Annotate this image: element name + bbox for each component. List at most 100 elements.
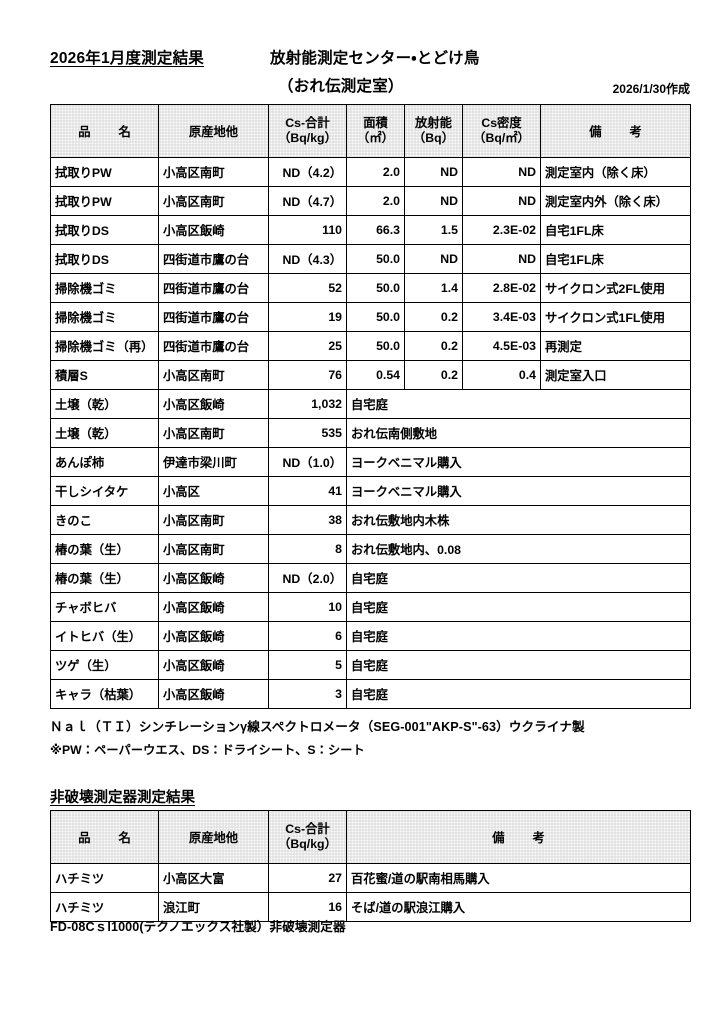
- cell-cs-total: 110: [268, 215, 347, 245]
- cell-remarks: 百花蜜/道の駅南相馬購入: [346, 863, 691, 893]
- cell-cs-density: ND: [462, 186, 541, 216]
- cell-origin: 浪江町: [158, 892, 269, 922]
- column-header-radioactivity-line2: （Bq）: [413, 131, 454, 145]
- cell-origin: 小高区飯崎: [158, 592, 269, 622]
- column-header-item: 品名: [50, 104, 159, 158]
- cell-cs-total: 38: [268, 505, 347, 535]
- cell-item: 拭取りPW: [50, 186, 159, 216]
- cell-cs-total: 41: [268, 476, 347, 506]
- cell-item: 拭取りPW: [50, 157, 159, 187]
- cell-item: チャボヒバ: [50, 592, 159, 622]
- table-header-row: 品名 原産地他 Cs-合計 （Bq/kg） 面積 （㎡） 放射能 （Bq） Cs…: [50, 104, 691, 158]
- column-header-remarks: 備考: [540, 104, 691, 158]
- column-header-cs-density-line2: （Bq/㎡）: [473, 131, 530, 145]
- cell-origin: 伊達市梁川町: [158, 447, 269, 477]
- cell-cs-density: 4.5E-03: [462, 331, 541, 361]
- column-header-cs-total-line2: （Bq/kg）: [278, 131, 337, 145]
- cell-origin: 小高区南町: [158, 360, 269, 390]
- cell-item: 掃除機ゴミ（再）: [50, 331, 159, 361]
- instrument-note: Ｎａｌ（ＴＩ）シンチレーションγ線スペクトロメータ（SEG-001"AKP-S"…: [50, 720, 585, 734]
- cell-cs-total: 52: [268, 273, 347, 303]
- table-header-row: 品名 原産地他 Cs-合計 （Bq/kg） 備考: [50, 810, 691, 864]
- table-row: 掃除機ゴミ（再） 四街道市鷹の台 25 50.0 0.2 4.5E-03 再測定: [50, 331, 691, 361]
- cell-origin: 小高区: [158, 476, 269, 506]
- nondestructive-instrument-note: FD-08Cｓl1000(テクノエックス社製）非破壊測定器: [50, 920, 346, 934]
- column-header-radioactivity: 放射能 （Bq）: [404, 104, 463, 158]
- cell-origin: 小高区大富: [158, 863, 269, 893]
- cell-cs-total: 1,032: [268, 389, 347, 419]
- cell-item: 椿の葉（生）: [50, 534, 159, 564]
- cell-cs-density: ND: [462, 157, 541, 187]
- table-row: 掃除機ゴミ 四街道市鷹の台 52 50.0 1.4 2.8E-02 サイクロン式2FL使用: [50, 273, 691, 303]
- cell-radioactivity: ND: [404, 157, 463, 187]
- table-row: 拭取りDS 四街道市鷹の台 ND（4.3） 50.0 ND ND 自宅1FL床: [50, 244, 691, 274]
- cell-area: 66.3: [346, 215, 405, 245]
- column-header-origin: 原産地他: [158, 104, 269, 158]
- column-header-cs-density: Cs密度 （Bq/㎡）: [462, 104, 541, 158]
- table-row: きのこ 小高区南町 38 おれ伝敷地内木株: [50, 505, 691, 535]
- table-row: チャボヒバ 小高区飯崎 10 自宅庭: [50, 592, 691, 622]
- cell-remarks: 測定室入口: [540, 360, 691, 390]
- cell-remarks: おれ伝南側敷地: [346, 418, 691, 448]
- cell-area: 0.54: [346, 360, 405, 390]
- table-row: ハチミツ 小高区大富 27 百花蜜/道の駅南相馬購入: [50, 863, 691, 893]
- table-row: あんぽ柿 伊達市梁川町 ND（1.0） ヨークベニマル購入: [50, 447, 691, 477]
- cell-item: 掃除機ゴミ: [50, 302, 159, 332]
- cell-origin: 四街道市鷹の台: [158, 302, 269, 332]
- table-row: ハチミツ 浪江町 16 そば/道の駅浪江購入: [50, 892, 691, 922]
- cell-cs-total: 10: [268, 592, 347, 622]
- table-row: 拭取りPW 小高区南町 ND（4.2） 2.0 ND ND 測定室内（除く床）: [50, 157, 691, 187]
- cell-origin: 小高区南町: [158, 534, 269, 564]
- table-body: ハチミツ 小高区大富 27 百花蜜/道の駅南相馬購入 ハチミツ 浪江町 16 そば/道の駅浪江…: [50, 863, 691, 922]
- column-header-cs-total-line1: Cs-合計: [285, 115, 330, 130]
- cell-remarks: 自宅1FL床: [540, 215, 691, 245]
- cell-item: 積層S: [50, 360, 159, 390]
- cell-cs-total: ND（4.2）: [268, 157, 347, 187]
- section-title-nondestructive: 非破壊測定器測定結果: [50, 790, 195, 806]
- cell-cs-total: 6: [268, 621, 347, 651]
- organization-subtitle: （おれ伝測定室）: [278, 78, 404, 95]
- cell-cs-total: 3: [268, 679, 347, 709]
- cell-item: 椿の葉（生）: [50, 563, 159, 593]
- cell-item: 土壌（乾）: [50, 389, 159, 419]
- cell-area: 50.0: [346, 273, 405, 303]
- cell-origin: 小高区南町: [158, 505, 269, 535]
- cell-area: 50.0: [346, 331, 405, 361]
- cell-cs-density: ND: [462, 244, 541, 274]
- column-header-area-line1: 面積: [363, 115, 388, 130]
- table-row: 積層S 小高区南町 76 0.54 0.2 0.4 測定室入口: [50, 360, 691, 390]
- cell-remarks: 自宅庭: [346, 679, 691, 709]
- cell-radioactivity: 1.5: [404, 215, 463, 245]
- cell-item: 土壌（乾）: [50, 418, 159, 448]
- cell-radioactivity: 1.4: [404, 273, 463, 303]
- cell-cs-total: ND（1.0）: [268, 447, 347, 477]
- cell-remarks: 再測定: [540, 331, 691, 361]
- column-header-cs-total: Cs-合計 （Bq/kg）: [268, 810, 347, 864]
- cell-origin: 四街道市鷹の台: [158, 331, 269, 361]
- cell-item: 拭取りDS: [50, 244, 159, 274]
- cell-item: イトヒバ（生）: [50, 621, 159, 651]
- table-row: イトヒバ（生） 小高区飯崎 6 自宅庭: [50, 621, 691, 651]
- cell-origin: 小高区飯崎: [158, 679, 269, 709]
- column-header-cs-total-line2: （Bq/kg）: [278, 837, 337, 851]
- table-row: 椿の葉（生） 小高区飯崎 ND（2.0） 自宅庭: [50, 563, 691, 593]
- measurement-results-table: 品名 原産地他 Cs-合計 （Bq/kg） 面積 （㎡） 放射能 （Bq） Cs…: [50, 104, 691, 709]
- cell-radioactivity: ND: [404, 186, 463, 216]
- creation-date: 2026/1/30作成: [612, 82, 690, 96]
- table-row: 拭取りDS 小高区飯崎 110 66.3 1.5 2.3E-02 自宅1FL床: [50, 215, 691, 245]
- cell-remarks: ヨークベニマル購入: [346, 447, 691, 477]
- cell-cs-total: 8: [268, 534, 347, 564]
- cell-origin: 小高区飯崎: [158, 563, 269, 593]
- cell-radioactivity: 0.2: [404, 331, 463, 361]
- table-row: 土壌（乾） 小高区南町 535 おれ伝南側敷地: [50, 418, 691, 448]
- cell-origin: 小高区飯崎: [158, 215, 269, 245]
- column-header-cs-total-line1: Cs-合計: [285, 821, 330, 836]
- cell-radioactivity: 0.2: [404, 360, 463, 390]
- cell-remarks: 測定室内（除く床）: [540, 157, 691, 187]
- cell-origin: 小高区南町: [158, 186, 269, 216]
- cell-remarks: 自宅1FL床: [540, 244, 691, 274]
- column-header-area-line2: （㎡）: [357, 131, 394, 145]
- table-row: 椿の葉（生） 小高区南町 8 おれ伝敷地内、0.08: [50, 534, 691, 564]
- column-header-cs-total: Cs-合計 （Bq/kg）: [268, 104, 347, 158]
- cell-cs-density: 2.3E-02: [462, 215, 541, 245]
